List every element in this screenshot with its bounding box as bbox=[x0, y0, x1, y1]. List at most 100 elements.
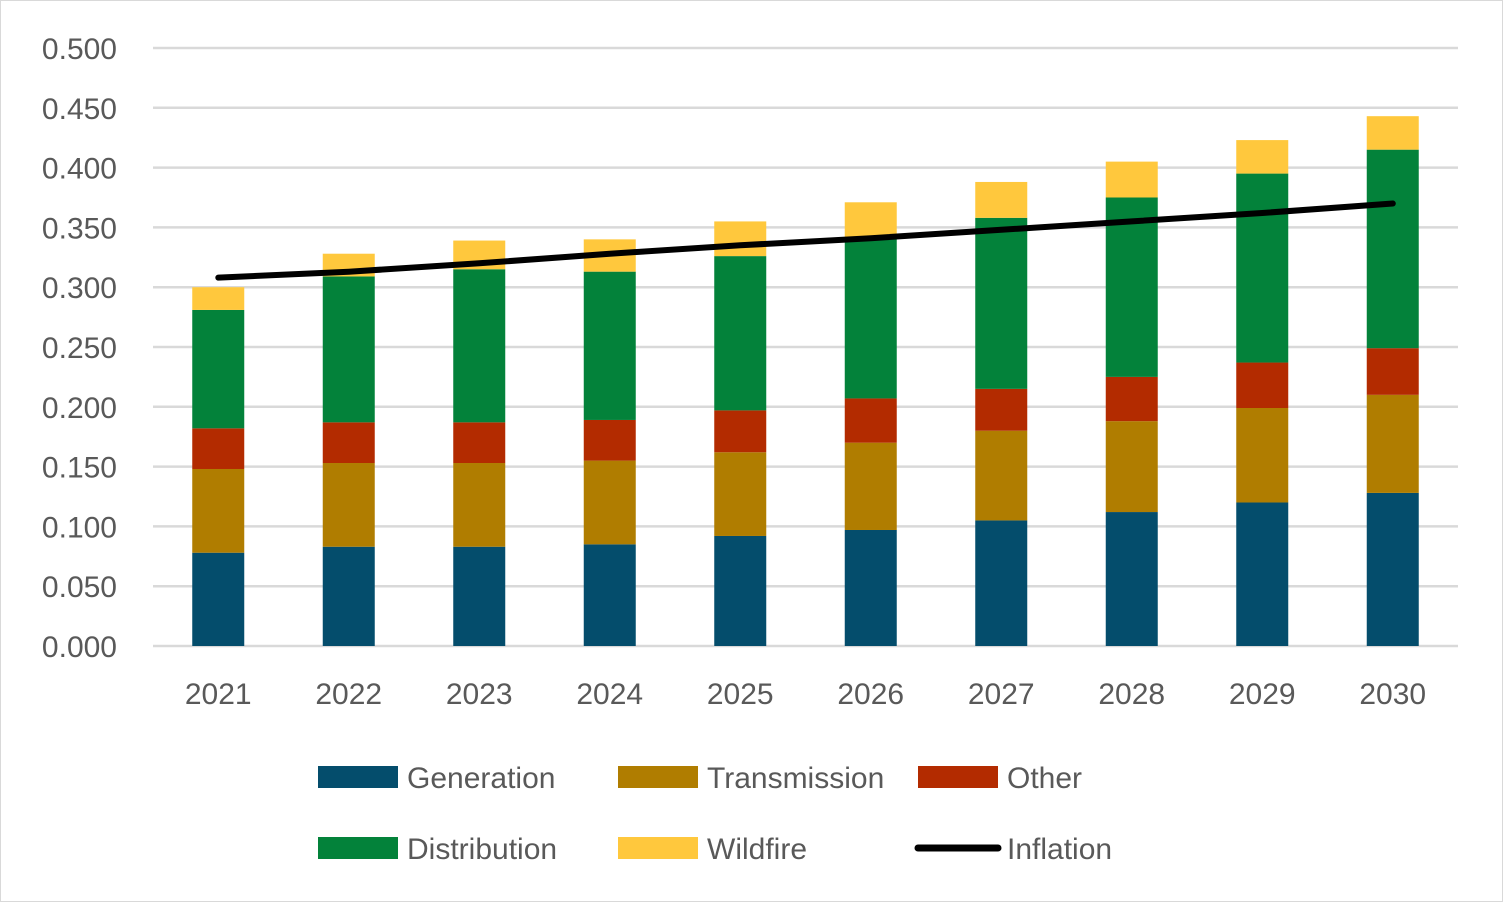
bar-segment-wildfire-2026 bbox=[844, 202, 897, 237]
bar-segment-generation-2023 bbox=[453, 546, 506, 646]
bar-segment-other-2026 bbox=[844, 398, 897, 443]
bar-stack-2021 bbox=[192, 287, 245, 646]
legend-label-other: Other bbox=[1007, 762, 1082, 795]
bar-segment-transmission-2029 bbox=[1236, 407, 1289, 503]
y-tick-label: 0.150 bbox=[42, 452, 117, 485]
legend-item-inflation: Inflation bbox=[914, 833, 1112, 866]
bar-segment-transmission-2025 bbox=[714, 452, 767, 536]
bar-stack-2027 bbox=[975, 181, 1028, 646]
inflation-line bbox=[215, 200, 1396, 281]
bar-segment-other-2022 bbox=[322, 422, 375, 464]
y-tick-label: 0.500 bbox=[42, 33, 117, 66]
legend-item-wildfire: Wildfire bbox=[618, 833, 807, 866]
y-tick-label: 0.350 bbox=[42, 212, 117, 245]
legend-item-other: Other bbox=[918, 762, 1082, 795]
bar-segment-wildfire-2025 bbox=[714, 221, 767, 257]
bar-stack-2030 bbox=[1366, 116, 1419, 646]
bar-segment-wildfire-2030 bbox=[1366, 116, 1419, 150]
bar-segment-generation-2027 bbox=[975, 520, 1028, 646]
bar-segment-generation-2022 bbox=[322, 546, 375, 646]
inflation-line-layer bbox=[215, 200, 1396, 281]
bar-stack-2022 bbox=[322, 253, 375, 646]
bar-segment-distribution-2022 bbox=[322, 276, 375, 423]
legend-label-generation: Generation bbox=[407, 762, 555, 795]
legend-swatch-generation bbox=[318, 766, 398, 788]
bar-segment-wildfire-2028 bbox=[1105, 161, 1158, 198]
bar-segment-distribution-2026 bbox=[844, 236, 897, 399]
x-tick-label: 2028 bbox=[1098, 678, 1165, 711]
legend-item-generation: Generation bbox=[318, 762, 555, 795]
bar-segment-distribution-2030 bbox=[1366, 149, 1419, 349]
legend-item-distribution: Distribution bbox=[318, 833, 557, 866]
bar-segment-other-2023 bbox=[453, 422, 506, 464]
y-tick-label: 0.000 bbox=[42, 631, 117, 664]
bar-segment-other-2024 bbox=[583, 419, 636, 461]
bar-segment-generation-2028 bbox=[1105, 512, 1158, 646]
bar-segment-other-2028 bbox=[1105, 376, 1158, 422]
legend-swatch-other bbox=[918, 766, 998, 788]
bar-segment-generation-2025 bbox=[714, 535, 767, 646]
bar-segment-transmission-2024 bbox=[583, 460, 636, 545]
legend-label-transmission: Transmission bbox=[707, 762, 884, 795]
y-tick-label: 0.050 bbox=[42, 571, 117, 604]
y-tick-label: 0.100 bbox=[42, 511, 117, 544]
legend-label-wildfire: Wildfire bbox=[707, 833, 807, 866]
bar-segment-distribution-2029 bbox=[1236, 173, 1289, 363]
bar-segment-generation-2024 bbox=[583, 544, 636, 646]
bar-segment-other-2025 bbox=[714, 410, 767, 453]
bar-segment-distribution-2021 bbox=[192, 309, 245, 429]
bar-segment-transmission-2022 bbox=[322, 463, 375, 547]
y-tick-label: 0.200 bbox=[42, 392, 117, 425]
legend-label-distribution: Distribution bbox=[407, 833, 557, 866]
bar-segment-distribution-2023 bbox=[453, 269, 506, 423]
bar-segment-other-2021 bbox=[192, 428, 245, 469]
bar-segment-transmission-2023 bbox=[453, 463, 506, 547]
bar-stack-2023 bbox=[453, 240, 506, 646]
bar-segment-wildfire-2021 bbox=[192, 287, 245, 310]
bar-stack-2028 bbox=[1105, 161, 1158, 646]
bar-segment-generation-2021 bbox=[192, 552, 245, 646]
legend-swatch-distribution bbox=[318, 837, 398, 859]
y-axis-tick-labels: 0.000 0.050 0.100 0.150 0.200 0.250 0.300 0.350… bbox=[42, 33, 117, 664]
bar-stack-2029 bbox=[1236, 140, 1289, 646]
bar-segment-transmission-2027 bbox=[975, 430, 1028, 521]
legend-swatch-transmission bbox=[618, 766, 698, 788]
bar-segment-transmission-2030 bbox=[1366, 394, 1419, 493]
y-tick-label: 0.250 bbox=[42, 332, 117, 365]
bar-segment-distribution-2027 bbox=[975, 217, 1028, 389]
bar-segment-generation-2030 bbox=[1366, 492, 1419, 646]
x-tick-label: 2021 bbox=[185, 678, 252, 711]
legend-item-transmission: Transmission bbox=[618, 762, 884, 795]
bar-segment-transmission-2021 bbox=[192, 468, 245, 553]
legend-label-inflation: Inflation bbox=[1007, 833, 1112, 866]
bar-segment-wildfire-2029 bbox=[1236, 140, 1289, 174]
bar-segment-generation-2026 bbox=[844, 529, 897, 646]
x-tick-label: 2027 bbox=[968, 678, 1035, 711]
bar-stack-2026 bbox=[844, 202, 897, 646]
y-tick-label: 0.300 bbox=[42, 272, 117, 305]
bar-segment-generation-2029 bbox=[1236, 502, 1289, 646]
x-tick-label: 2026 bbox=[837, 678, 904, 711]
bar-segment-distribution-2028 bbox=[1105, 197, 1158, 377]
y-tick-label: 0.400 bbox=[42, 153, 117, 186]
bar-segment-distribution-2024 bbox=[583, 271, 636, 420]
bar-segment-other-2027 bbox=[975, 388, 1028, 431]
bar-segment-transmission-2026 bbox=[844, 442, 897, 530]
bar-segment-transmission-2028 bbox=[1105, 421, 1158, 513]
bar-stack-2025 bbox=[714, 221, 767, 646]
bar-segment-wildfire-2027 bbox=[975, 181, 1028, 218]
x-tick-label: 2023 bbox=[446, 678, 513, 711]
legend: Generation Transmission Other Distribution W… bbox=[318, 762, 1112, 866]
bar-stacks bbox=[192, 116, 1419, 646]
bar-segment-distribution-2025 bbox=[714, 256, 767, 411]
bar-segment-other-2029 bbox=[1236, 362, 1289, 408]
y-tick-label: 0.450 bbox=[42, 93, 117, 126]
bar-stack-2024 bbox=[583, 239, 636, 646]
x-tick-label: 2029 bbox=[1229, 678, 1296, 711]
x-tick-label: 2030 bbox=[1359, 678, 1426, 711]
x-tick-label: 2025 bbox=[707, 678, 774, 711]
bar-segment-other-2030 bbox=[1366, 348, 1419, 395]
x-tick-label: 2024 bbox=[576, 678, 643, 711]
